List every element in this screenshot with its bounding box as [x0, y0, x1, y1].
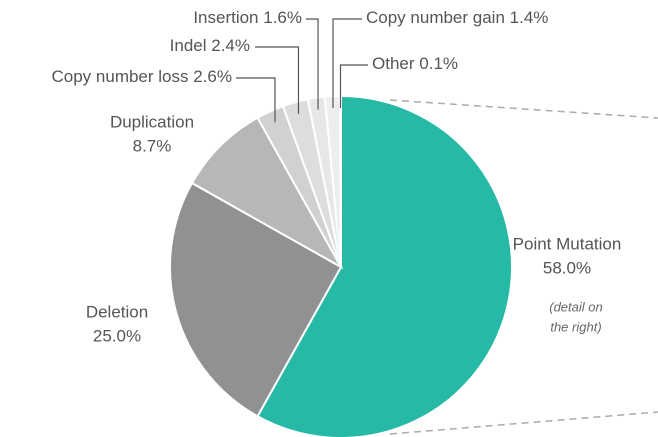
slice-name: Insertion: [193, 8, 258, 27]
leader-line: [306, 18, 319, 110]
slice-value: 58.0%: [543, 258, 591, 277]
slice-label: Copy number gain 1.4%: [366, 8, 548, 27]
annotation: (detail on: [549, 299, 602, 314]
detail-guide: [389, 99, 658, 119]
slice-value: 1.4%: [510, 8, 549, 27]
slice-value: 8.7%: [133, 136, 172, 155]
detail-guide: [389, 411, 658, 435]
slice-label: Insertion 1.6%: [193, 8, 302, 27]
slice-name: Copy number gain: [366, 8, 505, 27]
pie-slice: [169, 181, 343, 418]
leader-line: [255, 46, 300, 114]
slice-value: 1.6%: [263, 8, 302, 27]
slice-name: Other: [372, 54, 415, 73]
slice-name: Copy number loss: [52, 67, 189, 86]
pie-slice: [190, 116, 344, 270]
slice-value: 0.1%: [419, 54, 458, 73]
leader-line: [339, 64, 368, 108]
slice-value: 2.4%: [211, 36, 250, 55]
slice-label: Indel 2.4%: [170, 36, 250, 55]
slice-label: Other 0.1%: [372, 54, 458, 73]
slice-value: 25.0%: [93, 326, 141, 345]
slice-value: 2.6%: [193, 67, 232, 86]
slice-label: Deletion: [86, 302, 148, 321]
slice-label: Duplication: [110, 112, 194, 131]
annotation: the right): [550, 319, 601, 334]
pie-slice: [338, 94, 342, 268]
slice-name: Indel: [170, 36, 207, 55]
slice-label: Point Mutation: [513, 234, 622, 253]
slice-label: Copy number loss 2.6%: [52, 67, 233, 86]
leader-line: [332, 18, 362, 109]
pie-slice: [256, 94, 513, 437]
leader-line: [236, 77, 276, 123]
